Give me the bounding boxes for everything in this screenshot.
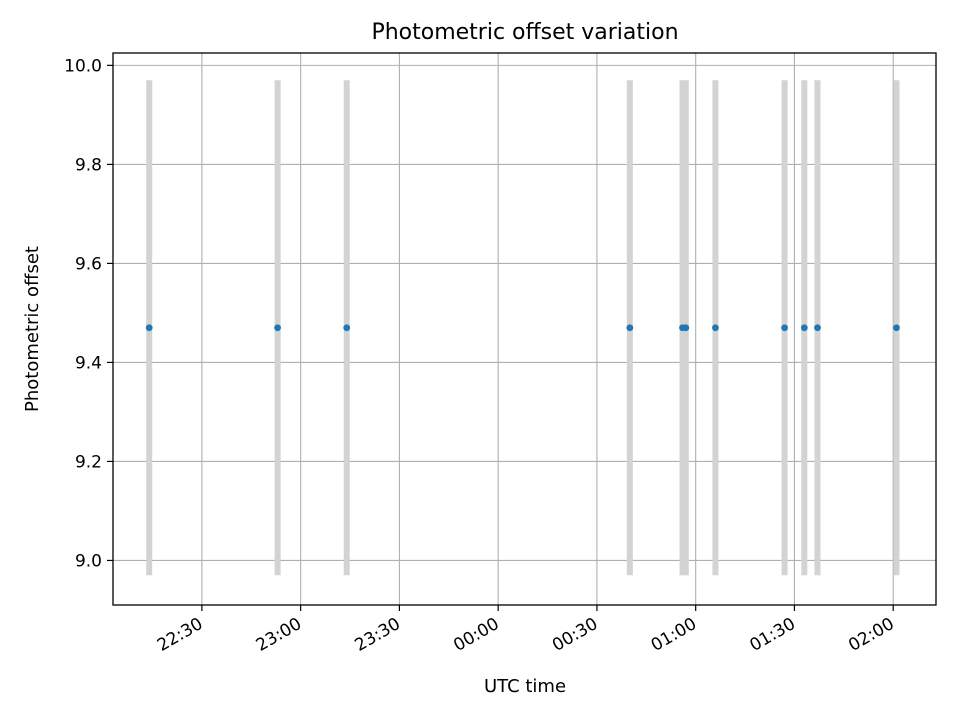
data-point [814,324,821,332]
x-axis-label: UTC time [484,676,566,697]
y-tick-label: 9.2 [75,452,102,472]
x-tick-label: 23:00 [253,614,305,656]
data-point [343,324,351,332]
point-layer [145,324,900,332]
x-tick-label: 02:00 [845,614,897,656]
data-point [781,324,788,332]
y-axis-label: Photometric offset [22,246,43,412]
x-tick-label: 23:30 [351,614,403,656]
y-tick-label: 9.0 [75,551,102,571]
x-tick-label: 01:00 [648,614,700,656]
chart-title: Photometric offset variation [371,20,678,45]
plot-frame [112,52,937,606]
tick-layer: 22:30 23:00 23:30 00:00 00:30 01:00 01:30 02:00… [64,56,898,655]
x-tick-label: 22:30 [154,614,206,656]
data-point [893,324,900,332]
data-point [712,324,719,332]
x-tick-label: 01:30 [747,614,799,656]
y-tick-label: 9.8 [75,155,102,175]
x-tick-label: 00:30 [549,614,601,656]
data-point [682,324,690,332]
grid-layer [113,53,936,605]
y-tick-label: 9.4 [75,353,102,373]
x-tick-label: 00:00 [450,614,502,656]
data-point [274,324,281,332]
data-point [800,324,808,332]
y-tick-label: 10.0 [64,56,102,76]
data-point [145,324,153,332]
data-point [626,324,634,332]
y-tick-label: 9.6 [75,254,102,274]
